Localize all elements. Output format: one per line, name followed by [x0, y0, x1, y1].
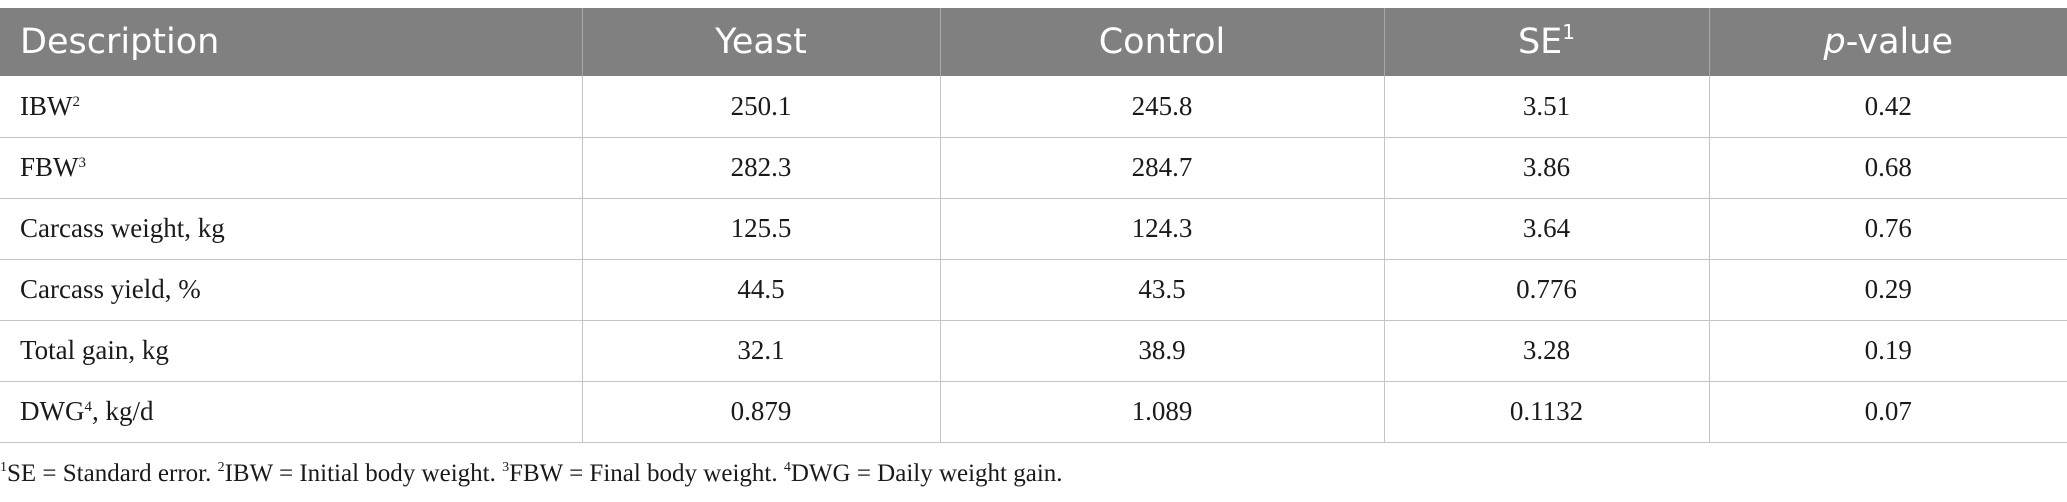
- footnote-marker: 2: [217, 460, 225, 475]
- footnote-text: DWG = Daily weight gain.: [790, 460, 1063, 487]
- cell-yeast: 44.5: [582, 259, 941, 321]
- row-label: IBW: [20, 90, 73, 121]
- cell-se: 3.28: [1384, 320, 1710, 382]
- row-label-sup: 4: [84, 399, 92, 415]
- table-row: DWG4, kg/d 0.879 1.089 0.1132 0.07: [0, 381, 2067, 443]
- header-se-text: SE: [1517, 22, 1563, 62]
- cell-se: 0.1132: [1384, 381, 1710, 443]
- row-label: Total gain, kg: [20, 335, 169, 365]
- footnote-marker: 1: [0, 460, 7, 475]
- row-label: Carcass yield, %: [20, 274, 201, 304]
- results-table: Description Yeast Control SE1 p-value IB…: [0, 8, 2067, 443]
- cell-yeast: 0.879: [582, 381, 941, 443]
- cell-control: 1.089: [940, 381, 1385, 443]
- footnote-text: SE = Standard error.: [7, 460, 218, 487]
- cell-p-value: 0.76: [1709, 198, 2067, 260]
- footnote-text: FBW = Final body weight.: [509, 460, 784, 487]
- cell-se: 3.86: [1384, 137, 1710, 199]
- row-label-suffix: , kg/d: [91, 396, 154, 426]
- cell-description: Carcass yield, %: [0, 259, 583, 321]
- cell-control: 124.3: [940, 198, 1385, 260]
- cell-p-value: 0.29: [1709, 259, 2067, 321]
- cell-control: 43.5: [940, 259, 1385, 321]
- header-row: Description Yeast Control SE1 p-value: [0, 8, 2067, 76]
- results-table-container: Description Yeast Control SE1 p-value IB…: [0, 8, 2067, 443]
- table-footnote: 1SE = Standard error. 2IBW = Initial bod…: [0, 460, 1063, 488]
- header-control: Control: [940, 8, 1385, 76]
- cell-yeast: 125.5: [582, 198, 941, 260]
- header-yeast: Yeast: [582, 8, 941, 76]
- cell-yeast: 250.1: [582, 76, 941, 138]
- cell-description: DWG4, kg/d: [0, 381, 583, 443]
- header-se-sup: 1: [1562, 20, 1576, 44]
- row-label: Carcass weight, kg: [20, 213, 225, 243]
- cell-description: IBW2: [0, 76, 583, 138]
- row-label: DWG: [20, 396, 85, 426]
- header-description: Description: [0, 8, 583, 76]
- table-row: Carcass weight, kg 125.5 124.3 3.64 0.76: [0, 198, 2067, 260]
- row-label-sup: 2: [72, 93, 80, 110]
- row-label: FBW: [20, 152, 79, 182]
- cell-yeast: 282.3: [582, 137, 941, 199]
- cell-description: Total gain, kg: [0, 320, 583, 382]
- row-label-sup: 3: [78, 155, 87, 171]
- cell-control: 38.9: [940, 320, 1385, 382]
- header-p-italic: p: [1823, 22, 1846, 62]
- header-p-value: p-value: [1709, 8, 2067, 76]
- cell-yeast: 32.1: [582, 320, 941, 382]
- table-row: FBW3 282.3 284.7 3.86 0.68: [0, 137, 2067, 199]
- cell-se: 3.51: [1384, 76, 1710, 138]
- header-se: SE1: [1384, 8, 1710, 76]
- cell-p-value: 0.68: [1709, 137, 2067, 199]
- cell-control: 284.7: [940, 137, 1385, 199]
- footnote-marker: 4: [783, 460, 791, 475]
- cell-control: 245.8: [940, 76, 1385, 138]
- cell-description: FBW3: [0, 137, 583, 199]
- table-row: IBW2 250.1 245.8 3.51 0.42: [0, 76, 2067, 138]
- cell-se: 0.776: [1384, 259, 1710, 321]
- cell-p-value: 0.19: [1709, 320, 2067, 382]
- table-row: Carcass yield, % 44.5 43.5 0.776 0.29: [0, 259, 2067, 321]
- table-row: Total gain, kg 32.1 38.9 3.28 0.19: [0, 320, 2067, 382]
- cell-p-value: 0.42: [1709, 76, 2067, 138]
- cell-se: 3.64: [1384, 198, 1710, 260]
- footnote-text: IBW = Initial body weight.: [224, 460, 503, 487]
- cell-description: Carcass weight, kg: [0, 198, 583, 260]
- footnote-marker: 3: [502, 460, 510, 475]
- cell-p-value: 0.07: [1709, 381, 2067, 443]
- header-p-rest: -value: [1845, 22, 1953, 62]
